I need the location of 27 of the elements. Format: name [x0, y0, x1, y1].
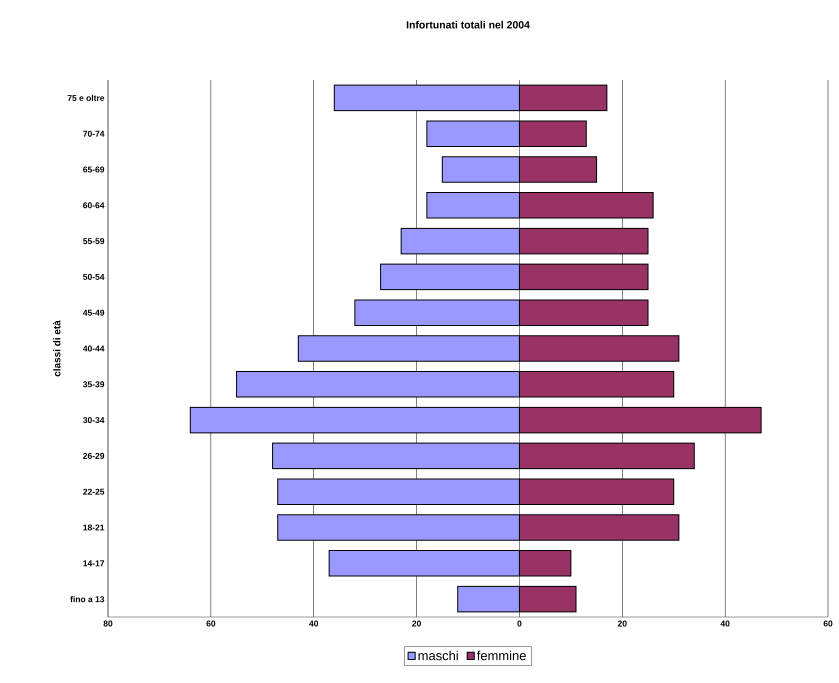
x-tick-label: 80 — [104, 620, 112, 627]
y-tick-label: 30-34 — [83, 417, 104, 424]
y-tick-label: 18-21 — [83, 524, 104, 530]
y-tick-label: 50-54 — [83, 274, 104, 280]
chart-title: Infortunati totali nel 2004 — [406, 20, 530, 29]
y-tick-label: 26-29 — [83, 452, 104, 459]
y-tick-label: 35-39 — [83, 381, 104, 388]
y-tick-label: fino a 13 — [70, 596, 104, 602]
legend-label: femmine — [476, 650, 526, 660]
y-tick-label: 22-25 — [83, 488, 104, 495]
x-tick-label: 0 — [517, 620, 522, 627]
x-tick-label: 60 — [824, 620, 832, 627]
y-tick-label: 75 e oltre — [68, 94, 104, 102]
x-tick-label: 40 — [720, 620, 730, 627]
y-tick-label: 45-49 — [82, 310, 104, 316]
y-tick-label: 55-59 — [83, 238, 104, 244]
x-tick-label: 20 — [412, 620, 421, 627]
x-tick-label: 60 — [206, 620, 216, 627]
legend-label: maschi — [418, 650, 458, 660]
x-tick-label: 40 — [309, 620, 318, 627]
x-tick-label: 20 — [618, 620, 627, 627]
y-tick-label: 65-69 — [83, 166, 104, 172]
y-tick-label: 60-64 — [83, 202, 104, 208]
y-tick-label: 14-17 — [83, 560, 104, 566]
y-axis-title: classi di età — [53, 320, 60, 376]
y-tick-label: 70-74 — [83, 130, 104, 137]
y-tick-label: 40-44 — [82, 346, 104, 352]
